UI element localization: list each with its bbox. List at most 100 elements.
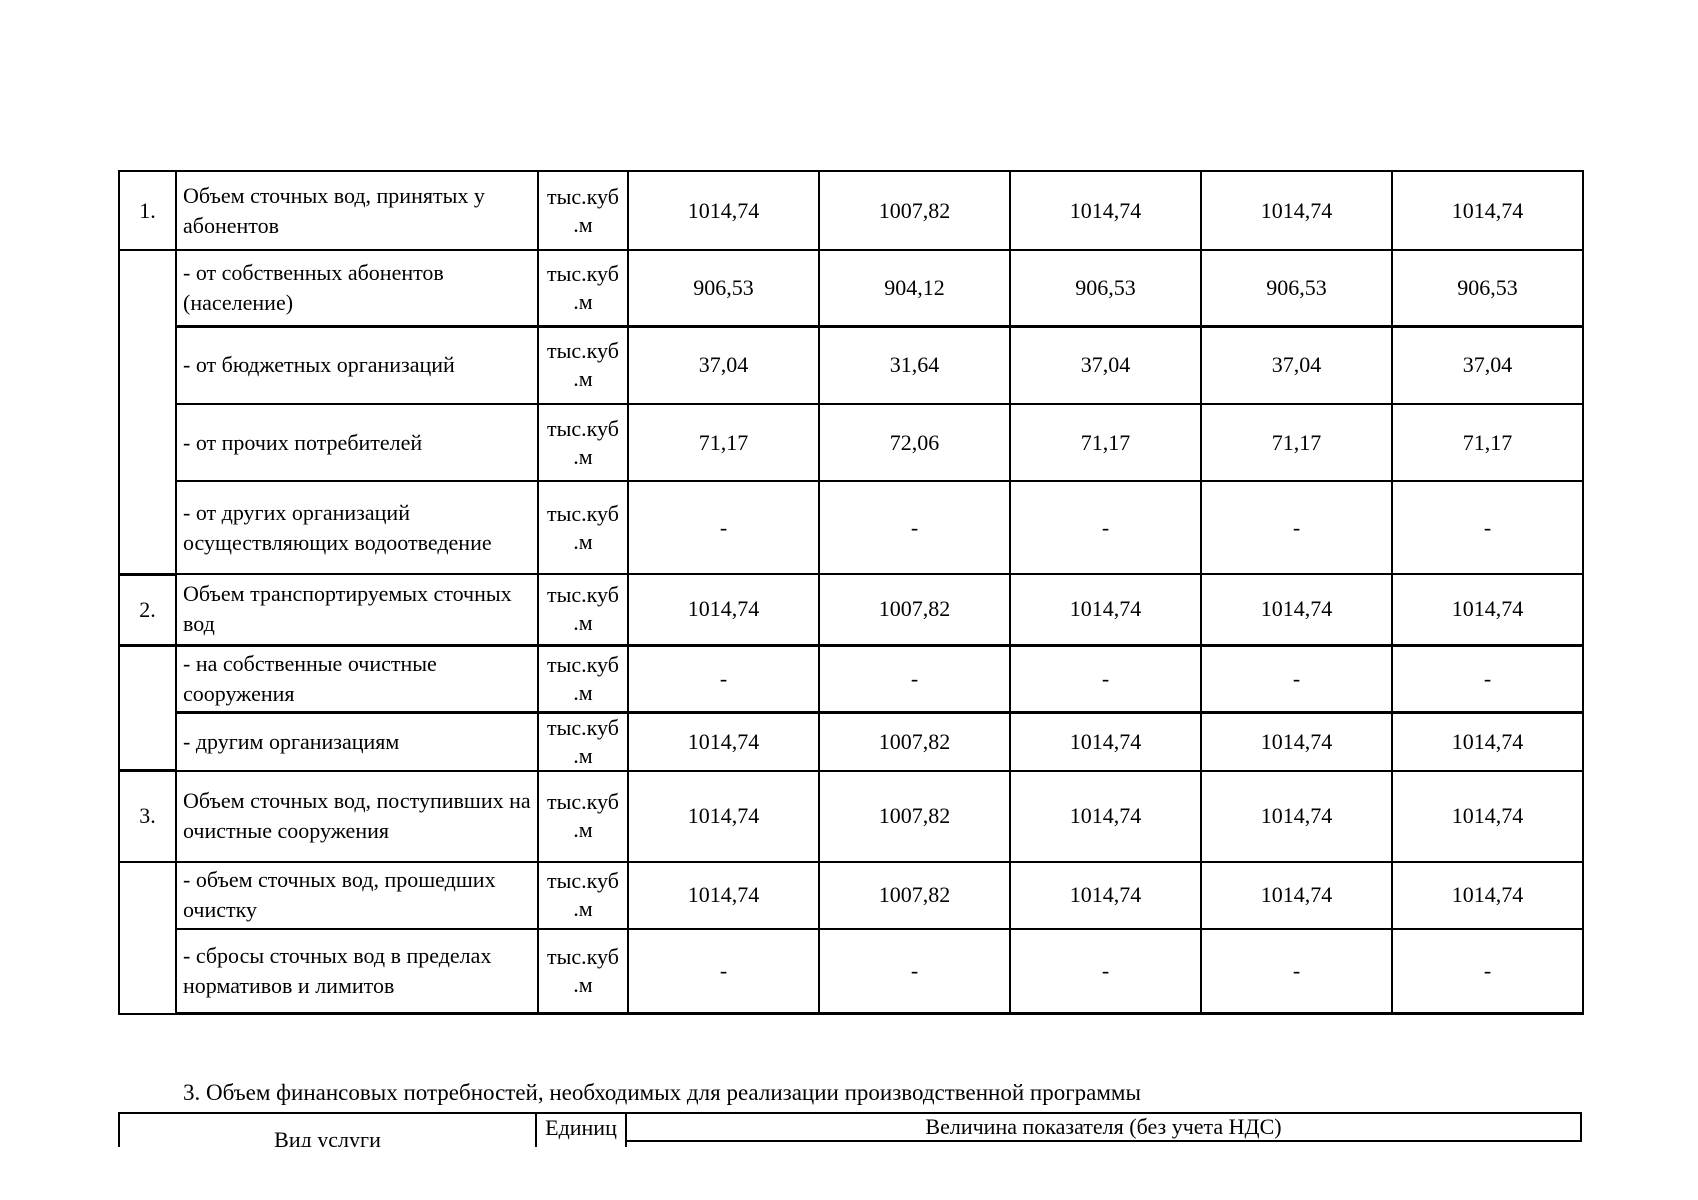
- indicator-name-cell: - от бюджетных организаций: [175, 325, 539, 405]
- unit-cell: тыс.куб .м: [537, 480, 629, 575]
- indicator-name-cell: - объем сточных вод, прошедших очистку: [175, 860, 539, 930]
- value-cell: 904,12: [818, 249, 1011, 328]
- value-cell: 1014,74: [1009, 711, 1202, 772]
- value-cell: -: [1200, 480, 1393, 575]
- value-cell: 1007,82: [818, 711, 1011, 772]
- value-cell: 37,04: [627, 325, 820, 405]
- unit-cell: тыс.куб .м: [537, 325, 629, 405]
- indicator-name-cell: Объем транспортируемых сточных вод: [175, 573, 539, 647]
- value-cell: -: [1391, 644, 1584, 714]
- value-cell: 1014,74: [1200, 860, 1393, 930]
- row-number-cell: 3.: [118, 769, 177, 863]
- row-number-cell: 1.: [118, 170, 177, 251]
- indicator-name-cell: Объем сточных вод, принятых у абонентов: [175, 170, 539, 251]
- value-cell: 1014,74: [1391, 573, 1584, 647]
- value-cell: 31,64: [818, 325, 1011, 405]
- indicator-name-cell: - сбросы сточных вод в пределах норматив…: [175, 927, 539, 1015]
- value-cell: 71,17: [1200, 403, 1393, 482]
- value-cell: 1014,74: [627, 170, 820, 251]
- value-cell: 1014,74: [1009, 573, 1202, 647]
- table-row: - от собственных абонентов (население) ты…: [118, 249, 1584, 576]
- wastewater-volumes-table: 1. Объем сточных вод, принятых у абоненто…: [118, 170, 1584, 1015]
- value-cell: 1007,82: [818, 769, 1011, 863]
- value-cell: -: [1391, 927, 1584, 1015]
- value-cell: 1014,74: [1200, 769, 1393, 863]
- table-row: - сбросы сточных вод в пределах норматив…: [119, 927, 1584, 1015]
- value-cell: 1014,74: [627, 573, 820, 647]
- value-cell: 1014,74: [1009, 769, 1202, 863]
- value-cell: -: [818, 480, 1011, 575]
- unit-cell: тыс.куб .м: [537, 170, 629, 251]
- value-cell: 1014,74: [627, 769, 820, 863]
- table-row: - от бюджетных организаций тыс.куб .м 37,0…: [119, 325, 1584, 405]
- value-cell: 1007,82: [818, 170, 1011, 251]
- row-number-cell: [118, 249, 177, 576]
- indicator-name-cell: - от других организаций осуществляющих в…: [175, 480, 539, 575]
- value-cell: 906,53: [1391, 249, 1584, 328]
- service-type-header: Вид услуги: [118, 1112, 537, 1147]
- unit-cell: тыс.куб .м: [537, 860, 629, 930]
- value-header: Величина показателя (без учета НДС): [625, 1112, 1582, 1142]
- unit-cell: тыс.куб .м: [537, 403, 629, 482]
- value-cell: 906,53: [1009, 249, 1202, 328]
- value-cell: 1014,74: [627, 860, 820, 930]
- value-cell: -: [818, 927, 1011, 1015]
- value-cell: -: [627, 927, 820, 1015]
- value-cell: 1007,82: [818, 573, 1011, 647]
- row-number-cell: [118, 644, 177, 772]
- value-cell: 37,04: [1200, 325, 1393, 405]
- value-cell: -: [1200, 644, 1393, 714]
- value-cell: 1014,74: [1391, 769, 1584, 863]
- value-cell: 1014,74: [1009, 860, 1202, 930]
- value-cell: 1014,74: [1200, 711, 1393, 772]
- unit-header: Единиц: [535, 1112, 627, 1147]
- table-row: 2. Объем транспортируемых сточных вод тыс.…: [118, 573, 1584, 647]
- indicator-name-cell: - другим организациям: [175, 711, 539, 772]
- unit-cell: тыс.куб .м: [537, 573, 629, 647]
- indicator-name-cell: - на собственные очистные сооружения: [175, 644, 539, 714]
- table-row: - от других организаций осуществляющих в…: [119, 480, 1584, 575]
- value-cell: -: [1391, 480, 1584, 575]
- indicator-name-cell: - от прочих потребителей: [175, 403, 539, 482]
- unit-cell: тыс.куб .м: [537, 769, 629, 863]
- section-3-title: 3. Объем финансовых потребностей, необхо…: [183, 1080, 1141, 1105]
- indicator-name-cell: Объем сточных вод, поступивших на очистн…: [175, 769, 539, 863]
- table-row: - объем сточных вод, прошедших очистку ты…: [118, 860, 1584, 1015]
- value-cell: -: [1009, 480, 1202, 575]
- unit-cell: тыс.куб .м: [537, 644, 629, 714]
- value-cell: 1014,74: [1391, 170, 1584, 251]
- row-number-cell: [118, 860, 177, 1015]
- value-cell: 71,17: [1391, 403, 1584, 482]
- value-cell: 906,53: [627, 249, 820, 328]
- value-cell: -: [627, 644, 820, 714]
- value-cell: 1007,82: [818, 860, 1011, 930]
- indicator-name-cell: - от собственных абонентов (население): [175, 249, 539, 328]
- unit-cell: тыс.куб .м: [537, 927, 629, 1015]
- value-cell: -: [818, 644, 1011, 714]
- value-cell: 906,53: [1200, 249, 1393, 328]
- value-cell: 1014,74: [1009, 170, 1202, 251]
- value-cell: 72,06: [818, 403, 1011, 482]
- table-row: - другим организациям тыс.куб .м 1014,74 10…: [119, 711, 1584, 772]
- value-cell: -: [1009, 644, 1202, 714]
- value-cell: 1014,74: [1200, 573, 1393, 647]
- value-cell: -: [627, 480, 820, 575]
- value-cell: 37,04: [1009, 325, 1202, 405]
- unit-cell: тыс.куб .м: [537, 249, 629, 328]
- table-row: - от прочих потребителей тыс.куб .м 71,17 7…: [119, 403, 1584, 482]
- table-row: - на собственные очистные сооружения тыс.…: [118, 644, 1584, 772]
- value-cell: -: [1200, 927, 1393, 1015]
- value-cell: 37,04: [1391, 325, 1584, 405]
- table-row: 1. Объем сточных вод, принятых у абоненто…: [118, 170, 1584, 251]
- financial-needs-table: Вид услуги Единиц Величина показателя (б…: [118, 1112, 1586, 1147]
- value-cell: 1014,74: [1391, 860, 1584, 930]
- value-cell: -: [1009, 927, 1202, 1015]
- value-cell: 71,17: [627, 403, 820, 482]
- value-cell: 1014,74: [1391, 711, 1584, 772]
- table-row: 3. Объем сточных вод, поступивших на очис…: [118, 769, 1584, 863]
- row-number-cell: 2.: [118, 573, 177, 647]
- value-cell: 71,17: [1009, 403, 1202, 482]
- unit-cell: тыс.куб .м: [537, 711, 629, 772]
- value-cell: 1014,74: [627, 711, 820, 772]
